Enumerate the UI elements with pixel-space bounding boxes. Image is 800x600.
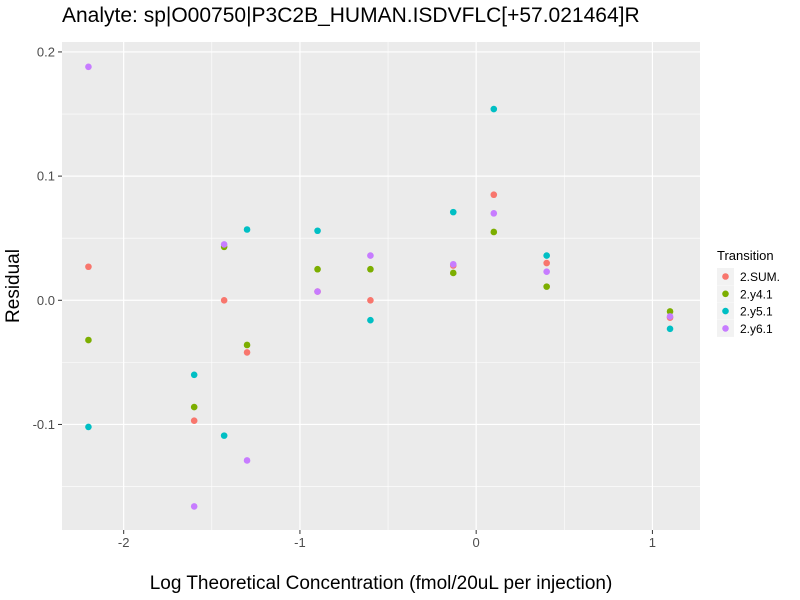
y-axis-title: Residual bbox=[3, 249, 24, 323]
y-tick-label: -0.1 bbox=[33, 417, 55, 432]
axes: -2 -1 0 1 -0.1 0.0 0.1 0.2 bbox=[33, 44, 656, 550]
x-tick-label: 0 bbox=[473, 535, 480, 550]
data-point bbox=[543, 268, 550, 276]
data-point bbox=[543, 252, 550, 259]
data-point bbox=[190, 503, 198, 510]
grid-lines bbox=[62, 42, 700, 530]
data-point bbox=[490, 191, 498, 199]
data-point bbox=[243, 349, 251, 356]
data-point bbox=[367, 316, 374, 324]
x-tick-label: -2 bbox=[118, 535, 130, 550]
data-point bbox=[449, 208, 457, 216]
data-points bbox=[85, 63, 674, 510]
data-point bbox=[190, 403, 198, 411]
data-point bbox=[367, 265, 374, 273]
legend-label: 2.y4.1 bbox=[740, 287, 773, 301]
data-point bbox=[314, 265, 321, 273]
x-tick-label: -1 bbox=[294, 535, 306, 550]
data-point bbox=[314, 227, 321, 235]
x-tick-label: 1 bbox=[649, 535, 656, 550]
data-point bbox=[190, 371, 198, 379]
data-point bbox=[490, 210, 498, 217]
data-point bbox=[314, 288, 321, 295]
data-point bbox=[85, 263, 92, 271]
data-point bbox=[190, 417, 198, 425]
data-point bbox=[85, 336, 92, 344]
data-point bbox=[243, 226, 251, 233]
data-point bbox=[243, 341, 251, 349]
data-point bbox=[220, 296, 228, 304]
data-point bbox=[85, 423, 92, 431]
legend-title: Transition bbox=[717, 248, 774, 263]
data-point bbox=[543, 259, 550, 267]
data-point bbox=[449, 269, 457, 277]
data-point bbox=[243, 457, 251, 464]
plot-panel bbox=[62, 42, 700, 530]
legend-swatch bbox=[722, 307, 729, 315]
data-point bbox=[85, 63, 92, 71]
data-point bbox=[490, 228, 498, 236]
data-point bbox=[666, 313, 674, 320]
data-point bbox=[367, 296, 374, 304]
data-point bbox=[490, 105, 498, 113]
chart-title: Analyte: sp|O00750|P3C2B_HUMAN.ISDVFLC[+… bbox=[62, 4, 640, 27]
data-point bbox=[367, 252, 374, 259]
legend-label: 2.y5.1 bbox=[740, 305, 773, 319]
y-tick-label: 0.0 bbox=[37, 293, 55, 308]
data-point bbox=[666, 325, 674, 333]
legend-swatch bbox=[722, 290, 729, 298]
legend-swatch bbox=[722, 273, 729, 280]
y-tick-label: 0.2 bbox=[37, 44, 55, 59]
data-point bbox=[220, 241, 228, 248]
legend-label: 2.SUM. bbox=[740, 270, 780, 284]
x-axis-title: Log Theoretical Concentration (fmol/20uL… bbox=[150, 573, 613, 594]
legend-label: 2.y6.1 bbox=[740, 322, 773, 336]
legend: Transition 2.SUM. 2.y4.1 2.y5.1 2.y6.1 bbox=[717, 248, 780, 337]
legend-items: 2.SUM. 2.y4.1 2.y5.1 2.y6.1 bbox=[717, 268, 780, 337]
y-tick-label: 0.1 bbox=[37, 169, 55, 184]
legend-swatch bbox=[722, 325, 729, 332]
data-point bbox=[666, 308, 674, 315]
data-point bbox=[543, 283, 550, 290]
data-point bbox=[449, 260, 457, 268]
data-point bbox=[220, 432, 228, 439]
